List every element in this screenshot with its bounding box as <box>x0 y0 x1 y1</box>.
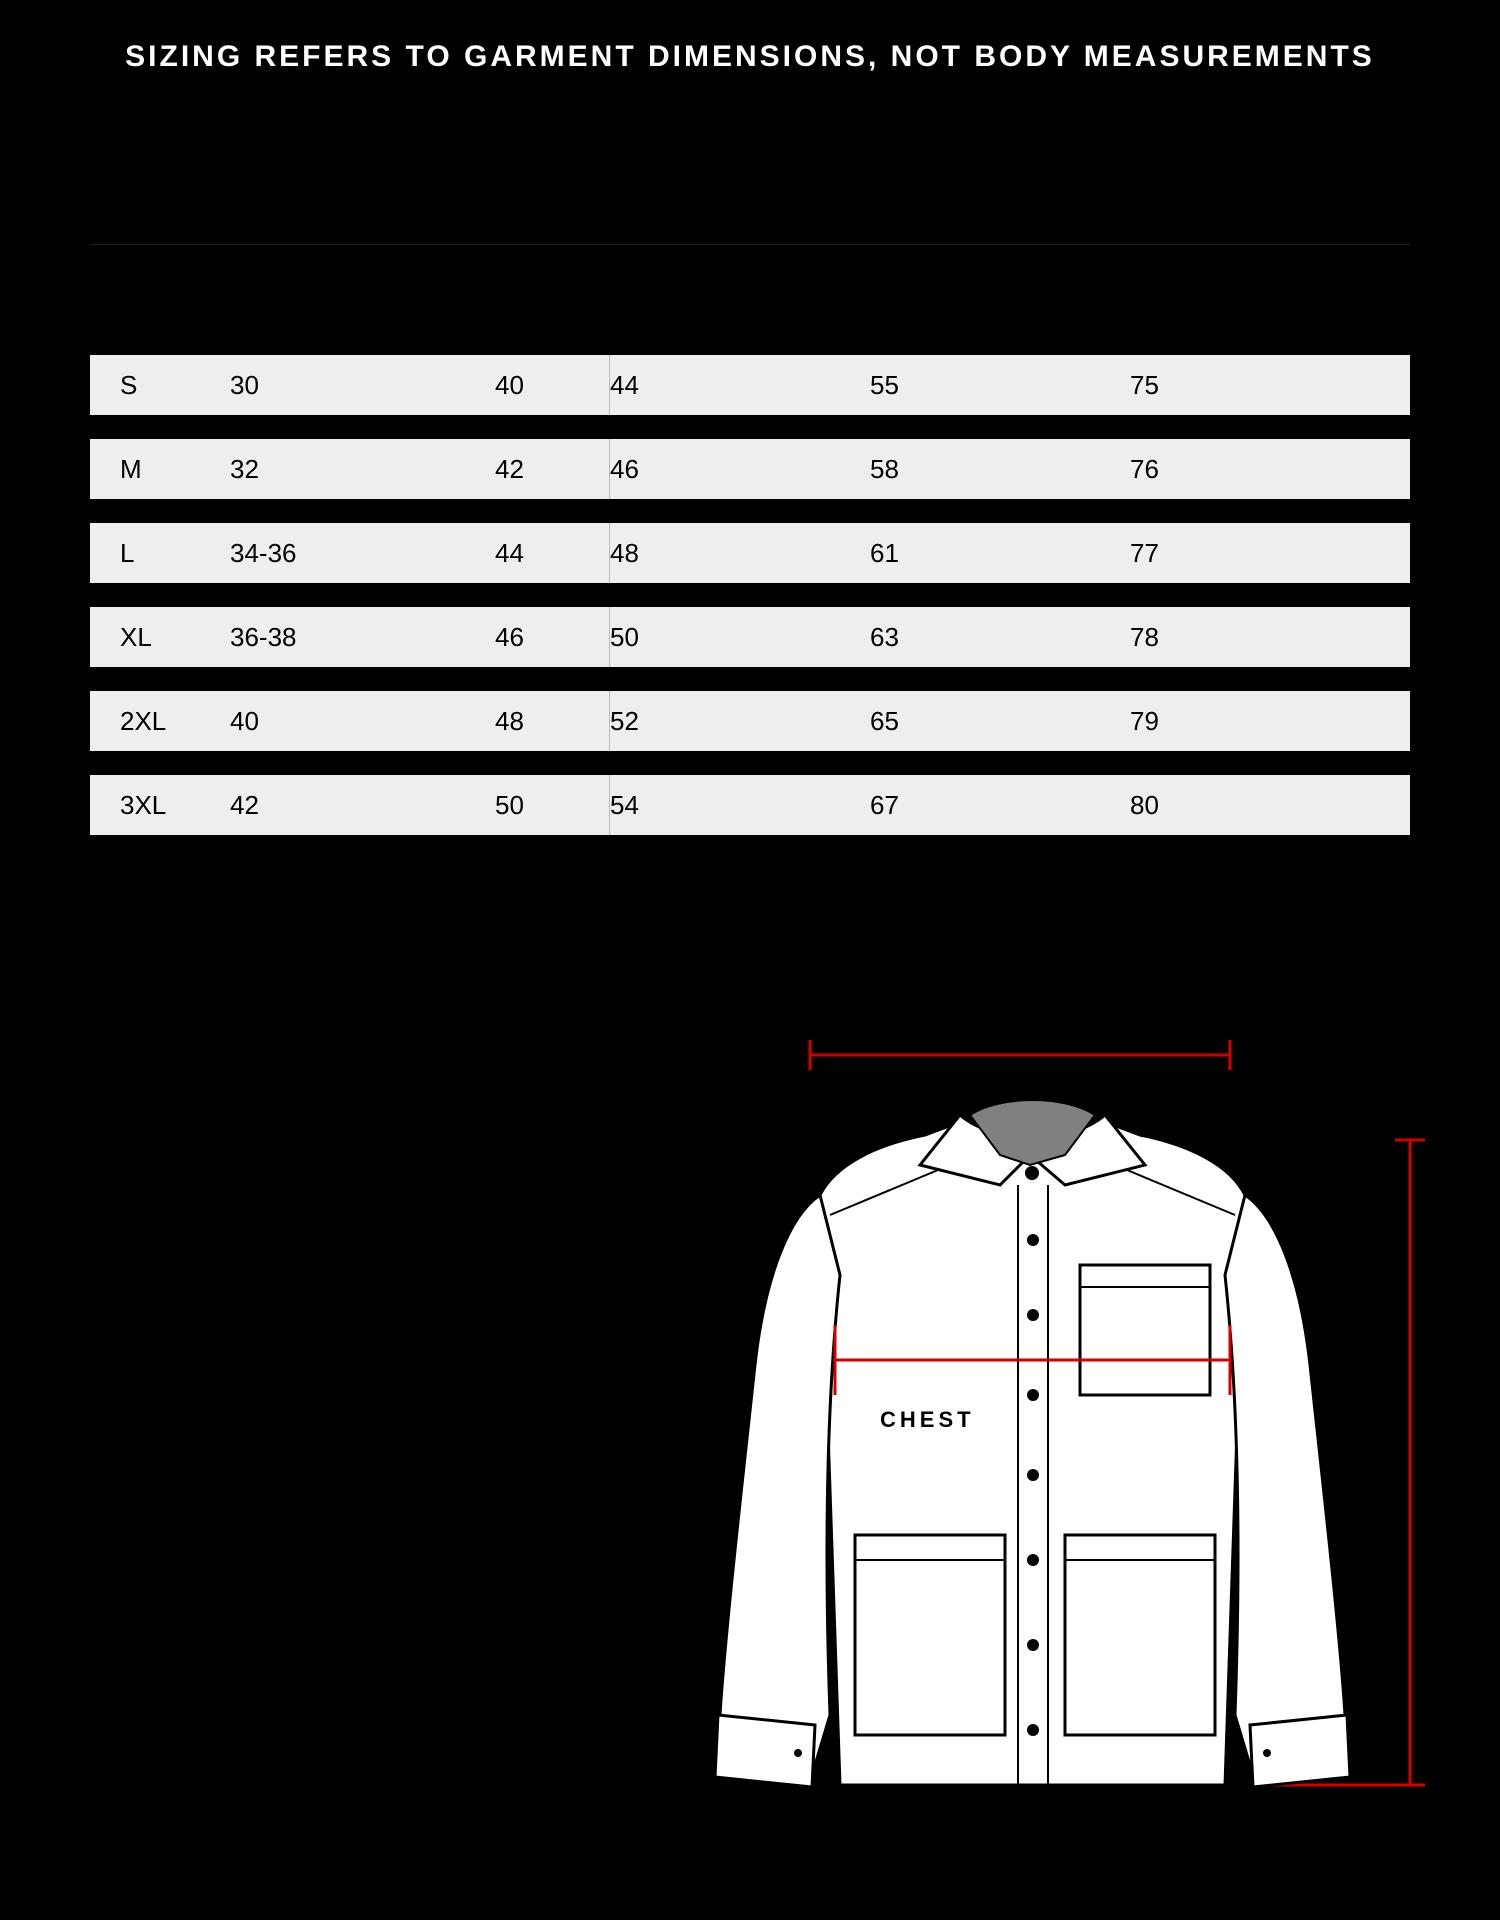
shoulder-measure-line-icon <box>810 1040 1230 1070</box>
cell-value: 44 <box>410 523 610 583</box>
cell-value: 79 <box>1130 706 1410 737</box>
cell-size: XL <box>90 622 230 653</box>
size-guide-page: SIZING REFERS TO GARMENT DIMENSIONS, NOT… <box>0 0 1500 1920</box>
cell-value: 65 <box>870 706 1130 737</box>
cell-value: 50 <box>610 622 870 653</box>
heading: SIZING REFERS TO GARMENT DIMENSIONS, NOT… <box>0 40 1500 74</box>
cell-value: 40 <box>410 355 610 415</box>
chest-label: CHEST <box>880 1407 975 1432</box>
table-row: S 30 40 44 55 75 <box>90 355 1410 415</box>
table-row: L 34-36 44 48 61 77 <box>90 523 1410 583</box>
cell-value: 80 <box>1130 790 1410 821</box>
table-row: M 32 42 46 58 76 <box>90 439 1410 499</box>
cell-value: 48 <box>410 691 610 751</box>
cell-value: 78 <box>1130 622 1410 653</box>
table-row: 2XL 40 48 52 65 79 <box>90 691 1410 751</box>
cell-value: 75 <box>1130 370 1410 401</box>
cell-value: 42 <box>230 790 410 821</box>
shirt-measurement-diagram-icon: CHEST <box>670 1015 1450 1835</box>
cell-value: 63 <box>870 622 1130 653</box>
cell-value: 77 <box>1130 538 1410 569</box>
cell-value: 42 <box>410 439 610 499</box>
cell-value: 46 <box>410 607 610 667</box>
size-table: S 30 40 44 55 75 M 32 42 46 58 76 L 34-3… <box>90 355 1410 835</box>
cell-size: L <box>90 538 230 569</box>
cell-value: 46 <box>610 454 870 485</box>
cell-value: 36-38 <box>230 622 410 653</box>
cell-value: 30 <box>230 370 410 401</box>
shirt-outline-icon <box>715 1100 1350 1787</box>
cell-size: 2XL <box>90 706 230 737</box>
cell-value: 55 <box>870 370 1130 401</box>
table-row: XL 36-38 46 50 63 78 <box>90 607 1410 667</box>
cell-size: M <box>90 454 230 485</box>
shirt-diagram-area: CHEST <box>0 1015 1500 1835</box>
cell-value: 54 <box>610 790 870 821</box>
cell-value: 34-36 <box>230 538 410 569</box>
section-divider <box>90 244 1410 245</box>
cell-value: 61 <box>870 538 1130 569</box>
table-row: 3XL 42 50 54 67 80 <box>90 775 1410 835</box>
cell-value: 48 <box>610 538 870 569</box>
cell-size: 3XL <box>90 790 230 821</box>
cell-value: 32 <box>230 454 410 485</box>
cell-size: S <box>90 370 230 401</box>
cell-value: 40 <box>230 706 410 737</box>
cell-value: 76 <box>1130 454 1410 485</box>
cell-value: 52 <box>610 706 870 737</box>
cell-value: 50 <box>410 775 610 835</box>
cell-value: 58 <box>870 454 1130 485</box>
cell-value: 67 <box>870 790 1130 821</box>
cell-value: 44 <box>610 370 870 401</box>
